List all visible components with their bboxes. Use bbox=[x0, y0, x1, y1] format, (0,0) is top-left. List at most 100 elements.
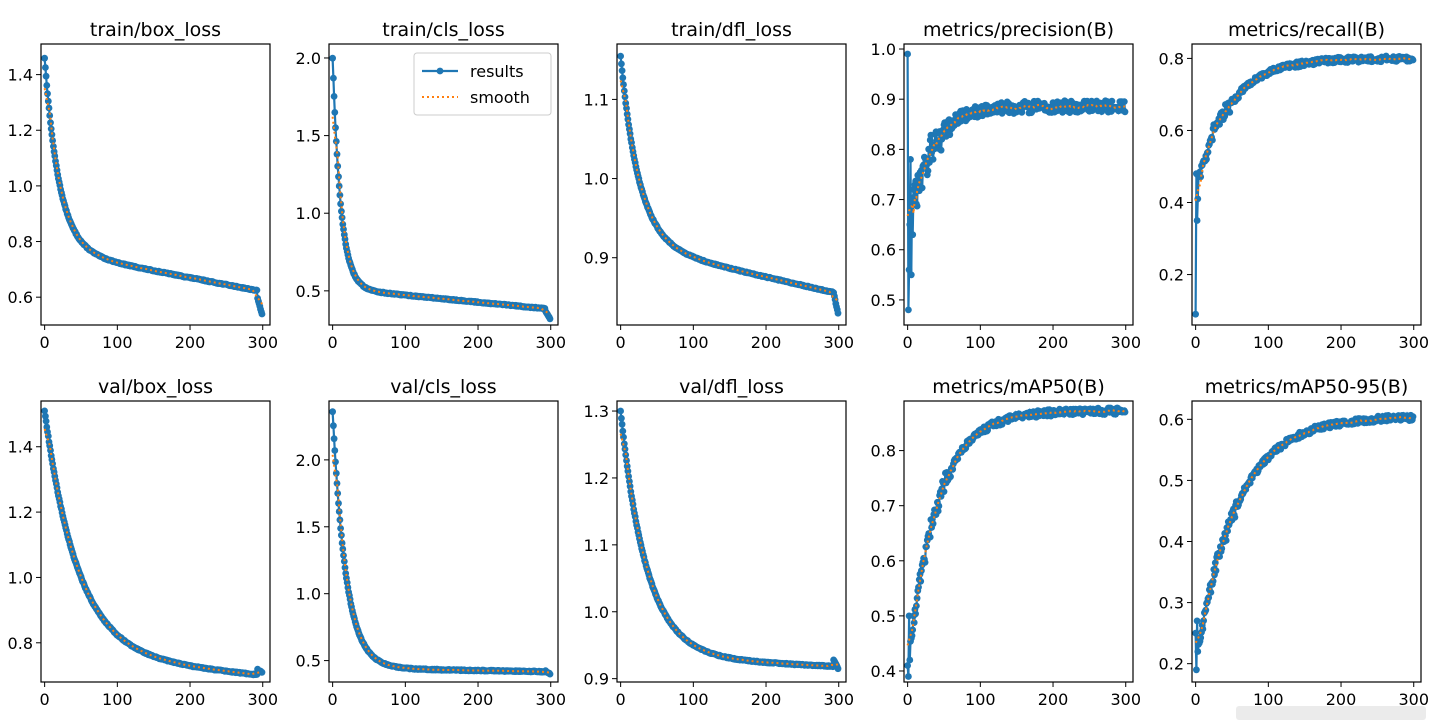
results-markers bbox=[617, 52, 842, 317]
data-point bbox=[337, 525, 344, 532]
data-point bbox=[904, 50, 911, 58]
data-point bbox=[912, 610, 919, 618]
x-tick-label: 300 bbox=[247, 690, 278, 709]
smooth-line bbox=[331, 116, 551, 315]
data-point bbox=[44, 90, 51, 98]
data-point bbox=[929, 520, 937, 528]
data-point bbox=[906, 221, 914, 229]
data-point bbox=[41, 407, 48, 415]
data-point bbox=[330, 422, 337, 430]
x-tick-label: 300 bbox=[535, 333, 566, 352]
legend-results-marker bbox=[436, 67, 444, 75]
results-markers bbox=[617, 407, 842, 673]
smooth-line bbox=[1194, 57, 1414, 202]
y-tick-label: 0.4 bbox=[1159, 533, 1184, 552]
data-point bbox=[918, 184, 926, 192]
data-point bbox=[1231, 513, 1239, 521]
subplot-2: train/dfl_loss 0 100 200 300 0.9 1.0 1.1 bbox=[584, 19, 854, 352]
data-point bbox=[905, 306, 912, 314]
x-tick-label: 200 bbox=[175, 333, 206, 352]
data-point bbox=[51, 152, 59, 160]
data-point bbox=[618, 420, 626, 428]
data-point bbox=[623, 457, 630, 464]
x-tick-label: 300 bbox=[823, 333, 854, 352]
results-line bbox=[43, 58, 264, 315]
results-markers bbox=[1192, 411, 1417, 674]
y-tick-label: 1.0 bbox=[871, 40, 896, 59]
data-point bbox=[339, 545, 347, 553]
data-point bbox=[619, 427, 627, 435]
x-tick-label: 200 bbox=[1326, 333, 1357, 352]
data-point bbox=[1192, 629, 1199, 637]
x-tick-label: 200 bbox=[463, 333, 494, 352]
data-point bbox=[618, 414, 625, 422]
data-point bbox=[618, 60, 625, 68]
y-tick-label: 1.4 bbox=[8, 438, 33, 457]
subplot-title: train/cls_loss bbox=[382, 19, 504, 41]
x-tick-label: 0 bbox=[903, 690, 913, 709]
data-point bbox=[624, 115, 632, 123]
x-tick-label: 300 bbox=[1110, 333, 1141, 352]
x-tick-label: 0 bbox=[328, 690, 338, 709]
y-tick-label: 0.5 bbox=[1159, 471, 1184, 490]
data-point bbox=[1192, 310, 1199, 318]
x-tick-label: 100 bbox=[965, 690, 996, 709]
x-tick-label: 100 bbox=[390, 690, 421, 709]
x-tick-label: 100 bbox=[678, 333, 709, 352]
axes-frame bbox=[328, 400, 559, 683]
y-tick-label: 0.5 bbox=[296, 652, 321, 671]
results-line bbox=[906, 404, 1126, 677]
data-point bbox=[907, 271, 915, 279]
results-markers bbox=[329, 408, 554, 678]
data-point bbox=[913, 202, 921, 210]
watermark bbox=[1236, 706, 1426, 720]
data-point bbox=[913, 594, 921, 602]
subplot-title: metrics/recall(B) bbox=[1228, 19, 1385, 41]
axes-frame bbox=[1191, 43, 1422, 326]
y-tick-label: 0.3 bbox=[1159, 594, 1184, 613]
data-point bbox=[330, 93, 338, 100]
data-point bbox=[1108, 97, 1116, 105]
x-tick-label: 200 bbox=[175, 690, 206, 709]
data-point bbox=[330, 435, 338, 443]
subplot-title: metrics/mAP50(B) bbox=[932, 376, 1104, 398]
data-point bbox=[906, 656, 914, 664]
x-tick-label: 100 bbox=[102, 333, 133, 352]
results-markers bbox=[904, 404, 1129, 680]
data-point bbox=[1200, 617, 1207, 625]
data-point bbox=[1193, 217, 1201, 224]
smooth-line bbox=[906, 409, 1125, 646]
subplot-0: train/box_loss 0 100 200 300 0.6 0.8 1.0 1.2 1.4 bbox=[8, 19, 278, 352]
x-tick-label: 300 bbox=[247, 333, 278, 352]
y-tick-label: 0.8 bbox=[1159, 49, 1184, 68]
y-tick-label: 0.8 bbox=[8, 634, 33, 653]
data-point bbox=[1205, 594, 1213, 601]
subplot-title: val/box_loss bbox=[98, 376, 213, 398]
data-point bbox=[50, 143, 57, 150]
data-point bbox=[332, 138, 340, 145]
data-point bbox=[338, 539, 346, 547]
y-tick-label: 0.8 bbox=[8, 233, 33, 252]
axes-frame bbox=[40, 400, 271, 683]
data-point bbox=[934, 507, 942, 515]
results-line bbox=[619, 410, 840, 670]
results-line bbox=[619, 55, 840, 314]
subplot-title: val/cls_loss bbox=[390, 376, 496, 398]
data-point bbox=[46, 112, 54, 119]
subplot-6: val/cls_loss 0 100 200 300 0.5 1.0 1.5 2.0 bbox=[296, 376, 566, 709]
data-point bbox=[253, 286, 261, 294]
data-point bbox=[1212, 567, 1220, 575]
y-tick-label: 1.2 bbox=[584, 469, 609, 488]
y-tick-label: 0.9 bbox=[584, 249, 609, 268]
subplot-title: train/dfl_loss bbox=[671, 19, 792, 41]
smooth-line bbox=[619, 433, 839, 668]
data-point bbox=[337, 200, 344, 208]
data-point bbox=[335, 182, 343, 190]
results-markers bbox=[1192, 52, 1417, 318]
x-tick-label: 0 bbox=[616, 333, 626, 352]
subplot-1: train/cls_loss 0 100 200 300 0.5 1.0 1.5 2.0 resu… bbox=[296, 19, 566, 352]
data-point bbox=[42, 64, 49, 71]
subplot-4: metrics/recall(B) 0 100 200 300 0.2 0.4 0.6 0.8 bbox=[1159, 19, 1429, 352]
y-tick-label: 1.1 bbox=[584, 90, 609, 109]
data-point bbox=[834, 665, 842, 673]
